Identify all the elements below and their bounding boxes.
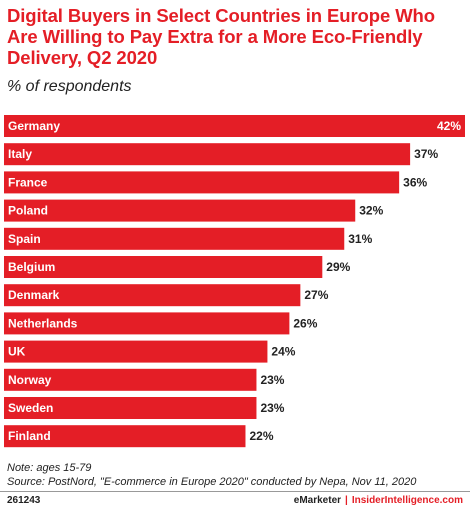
value-label-italy: 37% <box>414 147 438 161</box>
bar-spain <box>4 227 345 250</box>
chart-subtitle: % of respondents <box>7 78 132 95</box>
value-label-poland: 32% <box>359 204 383 218</box>
category-label-spain: Spain <box>8 232 41 246</box>
category-label-norway: Norway <box>8 373 52 387</box>
category-label-sweden: Sweden <box>8 401 53 415</box>
category-label-finland: Finland <box>8 429 51 443</box>
bar-netherlands <box>4 312 290 335</box>
bar-chart: Germany 42% Italy 37% France 36% Poland 32% Spai… <box>4 115 465 448</box>
chart-source: Source: PostNord, "E-commerce in Europe … <box>7 476 417 488</box>
chart-notes: Note: ages 15-79 Source: PostNord, "E-co… <box>7 461 416 489</box>
bar-norway <box>4 368 257 391</box>
brand-emarketer: eMarketer <box>293 495 342 506</box>
brand-insider-link: InsiderIntelligence.com <box>351 495 463 506</box>
category-label-netherlands: Netherlands <box>8 316 78 330</box>
bar-denmark <box>4 284 301 307</box>
value-label-netherlands: 26% <box>293 316 317 330</box>
category-label-uk: UK <box>8 345 26 359</box>
value-label-france: 36% <box>403 175 427 189</box>
bar-uk <box>4 340 268 363</box>
bar-germany <box>4 115 465 137</box>
category-label-germany: Germany <box>8 119 60 133</box>
value-label-germany: 42% <box>437 119 461 133</box>
value-label-belgium: 29% <box>326 260 350 274</box>
category-label-italy: Italy <box>8 147 32 161</box>
bar-italy <box>4 143 411 166</box>
bar-belgium <box>4 256 323 278</box>
value-label-denmark: 27% <box>304 288 328 302</box>
value-label-norway: 23% <box>260 373 284 387</box>
footer-divider <box>0 491 470 492</box>
chart-note: Note: ages 15-79 <box>7 462 92 474</box>
brand-credit: eMarketer | InsiderIntelligence.com <box>294 495 463 506</box>
category-label-belgium: Belgium <box>8 260 55 274</box>
bar-poland <box>4 199 356 222</box>
category-label-denmark: Denmark <box>8 288 60 302</box>
value-label-uk: 24% <box>271 345 295 359</box>
value-label-spain: 31% <box>348 232 372 246</box>
brand-separator: | <box>345 495 348 506</box>
chart-id: 261243 <box>7 495 41 506</box>
category-label-france: France <box>8 175 48 189</box>
value-label-finland: 22% <box>249 429 273 443</box>
value-label-sweden: 23% <box>260 401 284 415</box>
bar-sweden <box>4 397 257 419</box>
category-label-poland: Poland <box>8 204 48 218</box>
bar-finland <box>4 425 246 448</box>
bar-france <box>4 171 400 194</box>
chart-title: Digital Buyers in Select Countries in Eu… <box>7 5 435 68</box>
